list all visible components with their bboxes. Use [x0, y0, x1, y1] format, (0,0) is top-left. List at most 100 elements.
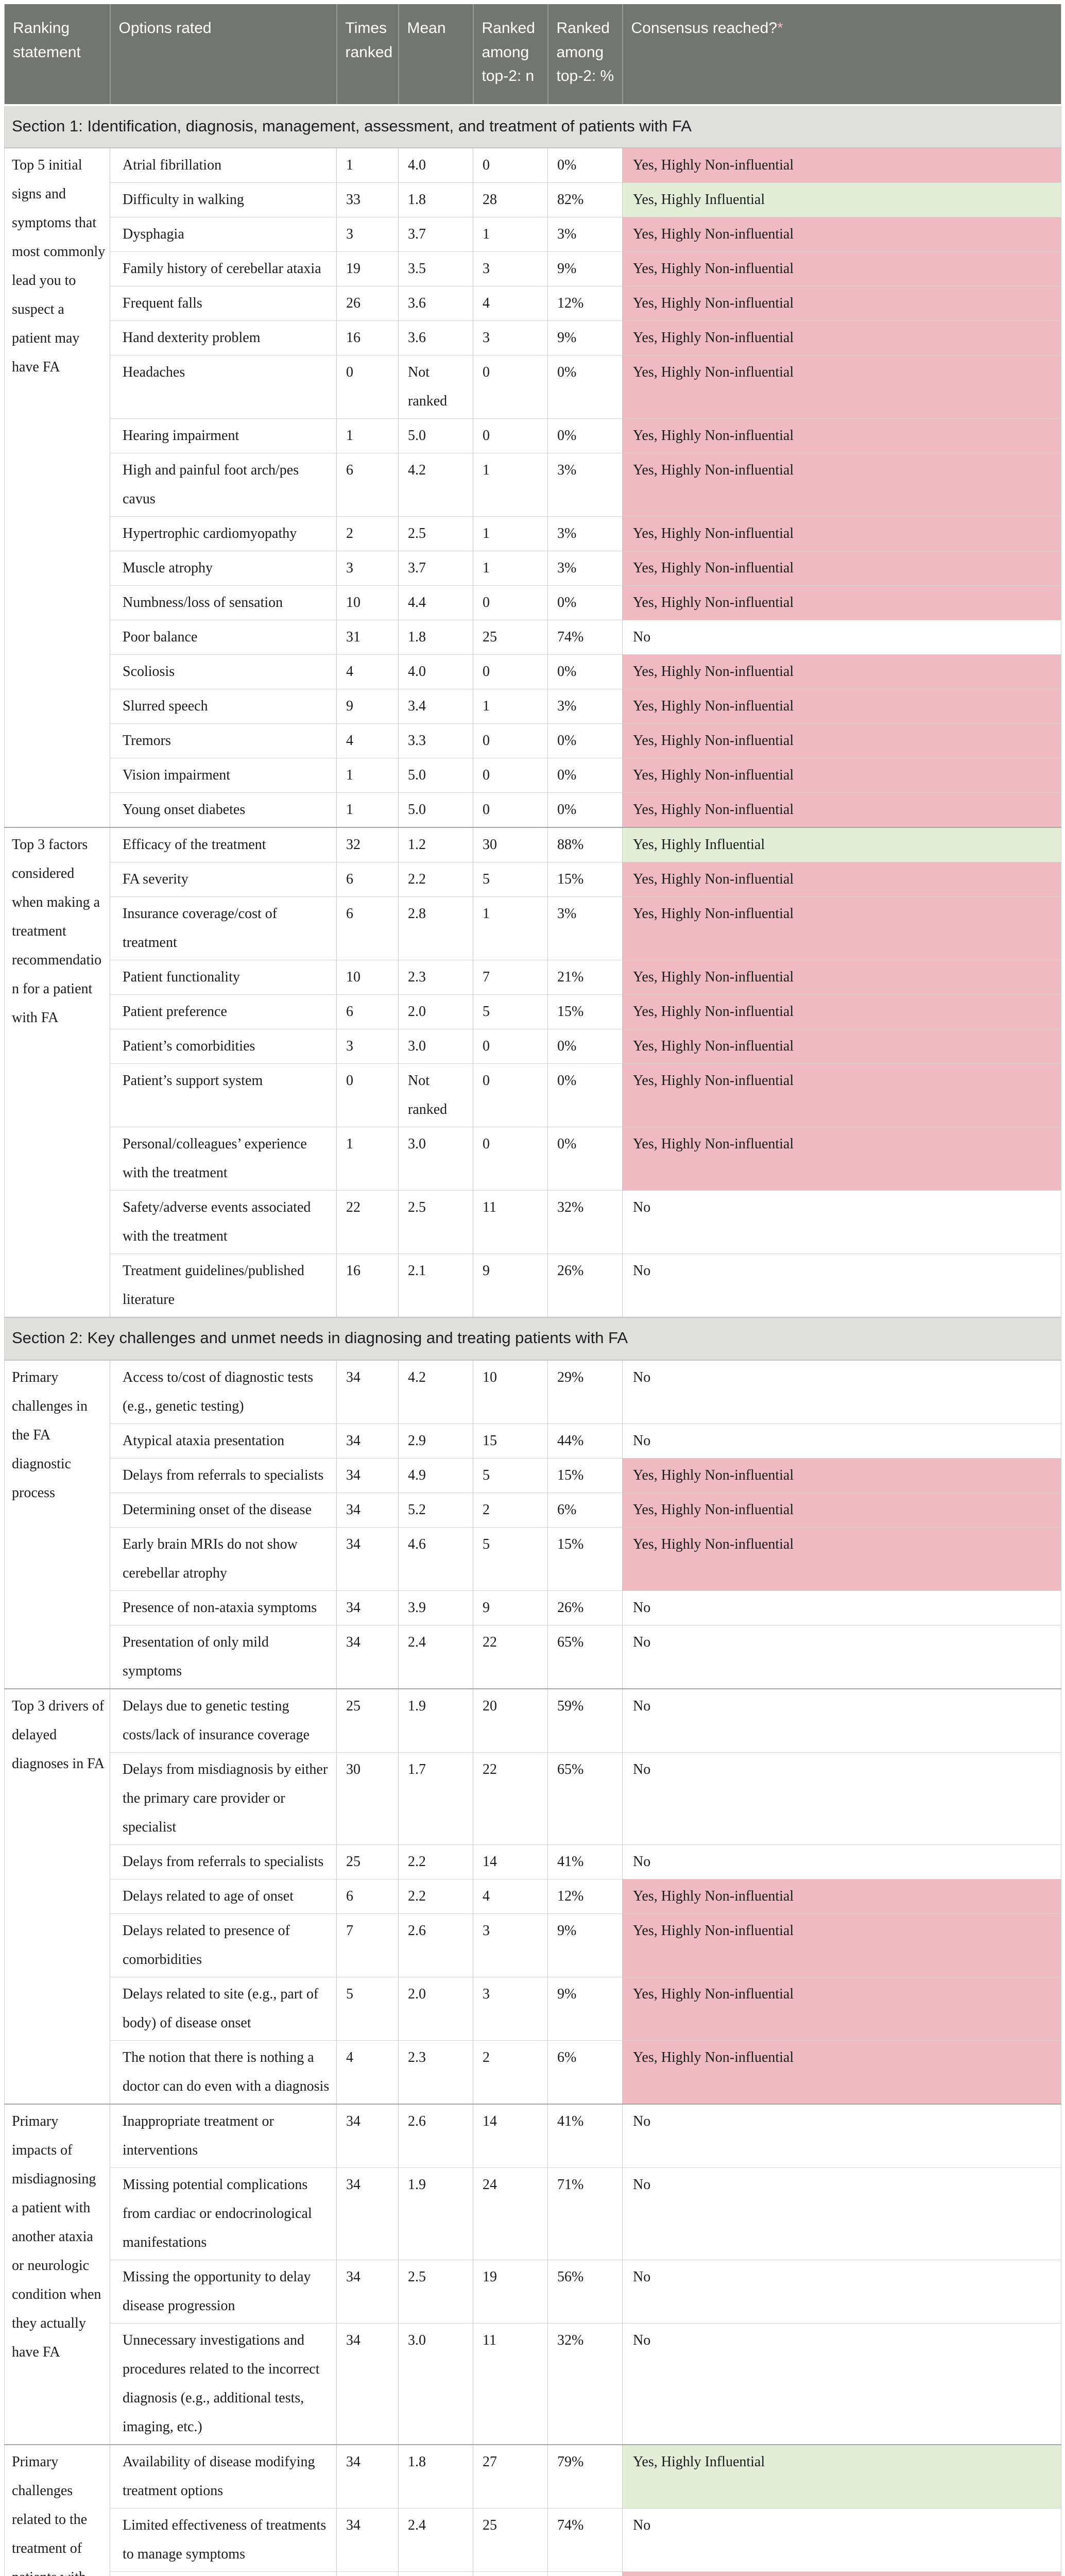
top2-pct-cell: 0% — [547, 758, 623, 793]
top2-n-cell: 25 — [473, 620, 548, 655]
top2-pct-cell: 29% — [547, 1359, 623, 1423]
times-ranked-cell: 19 — [336, 251, 399, 286]
option-cell: Determining onset of the disease — [110, 1492, 337, 1527]
consensus-cell: Yes, Highly Non-influential — [622, 418, 1061, 453]
top2-pct-cell: 0% — [547, 1029, 623, 1064]
top2-pct-cell: 65% — [547, 1752, 623, 1844]
top2-pct-cell: 74% — [547, 2507, 623, 2571]
table-row: Limited number of tertiary care centers … — [5, 2571, 1061, 2576]
top2-pct-cell: 15% — [547, 1458, 623, 1493]
footnote-asterisk: * — [777, 20, 783, 37]
table-row: Muscle atrophy 3 3.7 1 3% Yes, Highly Non-inf… — [5, 551, 1061, 586]
times-ranked-cell: 3 — [336, 217, 399, 252]
top2-n-cell: 2 — [473, 1492, 548, 1527]
table-row: Poor balance 31 1.8 25 74% No — [5, 620, 1061, 655]
table-row: Top 5 initial signs and symptoms that mo… — [4, 147, 1061, 827]
table-row: Hypertrophic cardiomyopathy 2 2.5 1 3% Yes, H… — [5, 516, 1061, 551]
top2-pct-cell: 88% — [547, 827, 623, 862]
times-ranked-cell: 34 — [336, 1458, 399, 1493]
table-row: Hearing impairment 1 5.0 0 0% Yes, Highly Non… — [5, 418, 1061, 453]
top2-pct-cell: 9% — [547, 251, 623, 286]
times-ranked-cell: 34 — [336, 2103, 399, 2167]
times-ranked-cell: 1 — [336, 758, 399, 793]
consensus-cell: No — [622, 1253, 1061, 1317]
mean-cell: 3.0 — [398, 1029, 473, 1064]
top2-n-cell: 4 — [473, 286, 548, 321]
col-header-times-ranked: Times ranked — [336, 4, 399, 106]
top2-pct-cell: 32% — [547, 2323, 623, 2445]
mean-cell: 1.8 — [398, 2444, 473, 2508]
top2-n-cell: 22 — [473, 1752, 548, 1844]
top2-pct-cell: 56% — [547, 2259, 623, 2323]
option-cell: Headaches — [110, 355, 337, 419]
ranking-table: Ranking statement Options rated Times ra… — [4, 4, 1061, 2576]
table-row: Insurance coverage/cost of treatment 6 2.8… — [5, 896, 1061, 960]
top2-pct-cell: 0% — [547, 792, 623, 827]
option-cell: Treatment guidelines/published literatur… — [110, 1253, 337, 1317]
top2-n-cell: 0 — [473, 418, 548, 453]
top2-n-cell: 1 — [473, 689, 548, 724]
statement-cell: Top 3 drivers of delayed diagnoses in FA — [4, 1688, 110, 2104]
times-ranked-cell: 26 — [336, 286, 399, 321]
times-ranked-cell: 1 — [336, 147, 399, 183]
consensus-cell: No — [622, 2507, 1061, 2571]
table-row: Headaches 0 Not ranked 0 0% Yes, Highly Non-i… — [5, 355, 1061, 419]
times-ranked-cell: 6 — [336, 453, 399, 517]
mean-cell: 2.3 — [398, 960, 473, 995]
option-cell: Presentation of only mild symptoms — [110, 1624, 337, 1689]
top2-n-cell: 14 — [473, 2103, 548, 2167]
top2-pct-cell: 79% — [547, 2444, 623, 2508]
mean-cell: 2.4 — [398, 2507, 473, 2571]
table-row: Patient’s comorbidities 3 3.0 0 0% Yes, Highl… — [5, 1029, 1061, 1064]
top2-pct-cell: 3% — [547, 516, 623, 551]
consensus-cell: Yes, Highly Non-influential — [622, 994, 1061, 1029]
times-ranked-cell: 6 — [336, 1878, 399, 1913]
table-row: The notion that there is nothing a docto… — [5, 2040, 1061, 2104]
table-row: Missing potential complications from car… — [5, 2167, 1061, 2260]
option-cell: Inappropriate treatment or interventions — [110, 2103, 337, 2167]
consensus-cell: Yes, Highly Non-influential — [622, 960, 1061, 995]
table-row: Missing the opportunity to delay disease… — [5, 2259, 1061, 2323]
option-cell: Missing potential complications from car… — [110, 2167, 337, 2260]
times-ranked-cell: 5 — [336, 1976, 399, 2040]
consensus-cell: Yes, Highly Non-influential — [622, 251, 1061, 286]
option-cell: Patient functionality — [110, 960, 337, 995]
mean-cell: 4.0 — [398, 654, 473, 689]
table-row: Unnecessary investigations and procedure… — [5, 2323, 1061, 2445]
consensus-cell: No — [622, 2259, 1061, 2323]
section-title: Section 2: Key challenges and unmet need… — [4, 1317, 1061, 1361]
consensus-cell: Yes, Highly Non-influential — [622, 2040, 1061, 2104]
top2-pct-cell: 0% — [547, 654, 623, 689]
top2-n-cell: 9 — [473, 1253, 548, 1317]
statement-cell: Primary impacts of misdiagnosing a patie… — [4, 2103, 110, 2445]
option-cell: Atrial fibrillation — [110, 147, 337, 183]
mean-cell: 1.9 — [398, 1688, 473, 1752]
section-row: Section 1: Identification, diagnosis, ma… — [4, 104, 1061, 148]
top2-pct-cell: 41% — [547, 1844, 623, 1879]
mean-cell: 3.7 — [398, 217, 473, 252]
mean-cell: 1.7 — [398, 1752, 473, 1844]
top2-n-cell: 20 — [473, 1688, 548, 1752]
mean-cell: 1.9 — [398, 2167, 473, 2260]
col-header-consensus: Consensus reached?* — [622, 4, 1061, 106]
top2-n-cell: 7 — [473, 960, 548, 995]
times-ranked-cell: 16 — [336, 1253, 399, 1317]
table-row: Patient preference 6 2.0 5 15% Yes, Highly No… — [5, 994, 1061, 1029]
mean-cell: 2.3 — [398, 2040, 473, 2104]
times-ranked-cell: 1 — [336, 792, 399, 827]
top2-pct-cell: 0% — [547, 355, 623, 419]
times-ranked-cell: 34 — [336, 2507, 399, 2571]
option-cell: Muscle atrophy — [110, 551, 337, 586]
consensus-cell: Yes, Highly Influential — [622, 182, 1061, 217]
times-ranked-cell: 22 — [336, 1190, 399, 1254]
consensus-cell: Yes, Highly Non-influential — [622, 217, 1061, 252]
col-header-options-rated: Options rated — [110, 4, 337, 106]
section-title: Section 1: Identification, diagnosis, ma… — [4, 104, 1061, 148]
times-ranked-cell: 6 — [336, 994, 399, 1029]
table-row: Determining onset of the disease 34 5.2 2 6%… — [5, 1492, 1061, 1527]
consensus-cell: Yes, Highly Non-influential — [622, 758, 1061, 793]
consensus-cell: Yes, Highly Non-influential — [622, 1913, 1061, 1977]
table-row: Scoliosis 4 4.0 0 0% Yes, Highly Non-influent… — [5, 654, 1061, 689]
table-row: Family history of cerebellar ataxia 19 3.5… — [5, 251, 1061, 286]
option-cell: Limited number of tertiary care centers … — [110, 2571, 337, 2576]
